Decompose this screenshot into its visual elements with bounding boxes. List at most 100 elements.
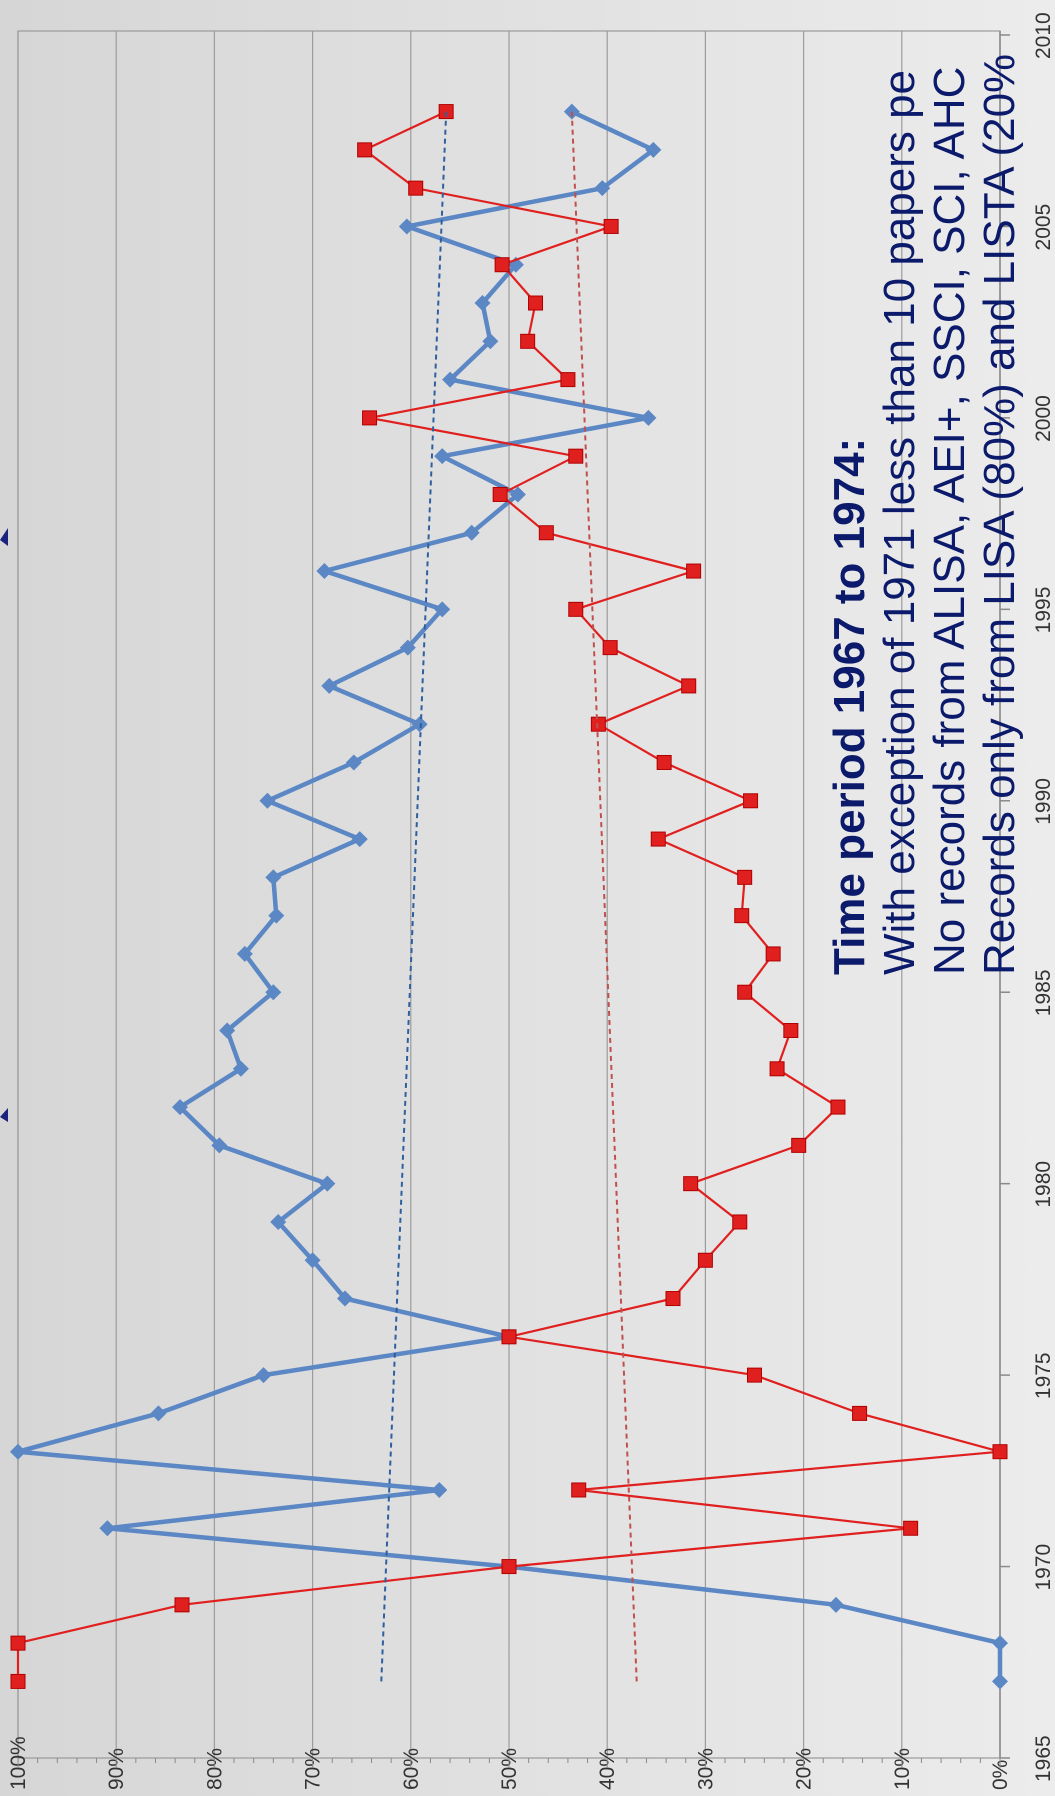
data-point-diamond (431, 1481, 448, 1498)
y-tick-label: 20% (793, 1748, 816, 1790)
data-point-square (656, 754, 672, 770)
data-point-square (992, 1444, 1008, 1460)
data-point-square (830, 1099, 846, 1115)
data-point-diamond (265, 869, 282, 886)
data-point-diamond (398, 218, 415, 235)
data-point-square (737, 869, 753, 885)
x-tick-label: 1995 (1032, 587, 1055, 634)
data-point-square (528, 295, 544, 311)
data-point-square (686, 563, 702, 579)
data-point-square (769, 1061, 785, 1077)
data-point-diamond (10, 1443, 26, 1460)
data-point-square (492, 486, 508, 502)
data-point-diamond (255, 1367, 272, 1384)
data-point-diamond (345, 754, 362, 771)
trendline (380, 111, 448, 1682)
y-tick-label: 90% (105, 1748, 128, 1790)
annotation-line-3: Records only from LISA (80%) and LISTA (… (975, 54, 1024, 975)
data-point-diamond (434, 601, 451, 618)
data-point-diamond (640, 409, 657, 426)
annotation-title: Time period 1967 to 1974: (825, 438, 874, 975)
x-tick-label: 1985 (1032, 970, 1055, 1017)
data-point-diamond (509, 486, 526, 503)
data-point-square (683, 1176, 699, 1192)
x-tick-label: 2000 (1032, 395, 1055, 442)
data-point-diamond (594, 180, 611, 197)
data-point-diamond (236, 945, 253, 962)
y-tick-label: 70% (302, 1748, 325, 1790)
data-point-diamond (172, 1099, 189, 1116)
data-point-square (571, 1482, 587, 1498)
data-point-square (174, 1597, 190, 1613)
data-point-square (494, 257, 510, 273)
data-point-square (852, 1405, 868, 1421)
data-point-square (783, 1023, 799, 1039)
data-point-square (903, 1520, 919, 1536)
x-tick-label: 1970 (1032, 1544, 1055, 1591)
annotation-line-2: No records from ALISA, AEI+, SSCI, SCI, … (925, 67, 974, 975)
data-point-square (520, 333, 536, 349)
data-point-square (697, 1252, 713, 1268)
data-point-diamond (645, 141, 662, 158)
x-tick-label: 2010 (1032, 12, 1055, 59)
x-tick-label: 1965 (1032, 1735, 1055, 1782)
data-point-square (357, 142, 373, 158)
data-point-square (681, 678, 697, 694)
y-tick-label: 80% (203, 1748, 226, 1790)
data-point-square (538, 525, 554, 541)
trendline (570, 111, 638, 1682)
data-point-diamond (992, 1635, 1008, 1652)
data-point-square (568, 448, 584, 464)
x-tick-label: 1990 (1032, 778, 1055, 825)
data-point-square (602, 640, 618, 656)
y-tick-label: 10% (891, 1748, 914, 1790)
data-point-diamond (268, 907, 285, 924)
data-point-square (10, 1635, 26, 1651)
series-group (10, 103, 1008, 1690)
data-point-square (737, 984, 753, 1000)
data-point-diamond (232, 1060, 249, 1077)
data-point-diamond (442, 371, 459, 388)
data-point-square (791, 1137, 807, 1153)
data-point-diamond (321, 677, 338, 694)
data-point-diamond (316, 563, 333, 580)
data-point-diamond (265, 984, 282, 1001)
data-point-square (665, 1291, 681, 1307)
x-tick-label: 1980 (1032, 1161, 1055, 1208)
data-point-square (650, 831, 666, 847)
y-tick-label: 60% (400, 1748, 423, 1790)
data-point-diamond (351, 831, 368, 848)
y-tick-label: 40% (596, 1748, 619, 1790)
data-point-diamond (337, 1290, 354, 1307)
data-point-diamond (434, 448, 451, 465)
axes: 0%10%20%30%40%50%60%70%80%90%100% 1965197… (7, 12, 1055, 1790)
data-point-square (560, 372, 576, 388)
y-tick-label: 50% (498, 1748, 521, 1790)
data-point-diamond (270, 1213, 287, 1230)
data-point-diamond (563, 103, 580, 120)
data-point-diamond (259, 792, 276, 809)
data-point-square (765, 946, 781, 962)
data-point-square (408, 180, 424, 196)
data-point-square (734, 908, 750, 924)
decorative-marks (0, 528, 8, 1122)
data-point-square (501, 1559, 517, 1575)
data-point-diamond (828, 1596, 845, 1613)
x-tick-label: 2005 (1032, 204, 1055, 251)
data-point-square (438, 104, 454, 120)
y-tick-label: 0% (989, 1760, 1012, 1790)
data-point-square (10, 1673, 26, 1689)
data-point-diamond (150, 1405, 167, 1422)
data-point-diamond (474, 295, 491, 312)
annotation-line-1: With exception of 1971 less than 10 pape… (875, 70, 924, 975)
data-point-diamond (399, 639, 416, 656)
data-point-diamond (411, 716, 428, 733)
data-point-square (747, 1367, 762, 1383)
data-point-diamond (482, 333, 499, 350)
data-point-square (743, 793, 759, 809)
data-point-square (568, 601, 584, 617)
data-point-diamond (992, 1673, 1008, 1690)
data-point-diamond (319, 1175, 336, 1192)
